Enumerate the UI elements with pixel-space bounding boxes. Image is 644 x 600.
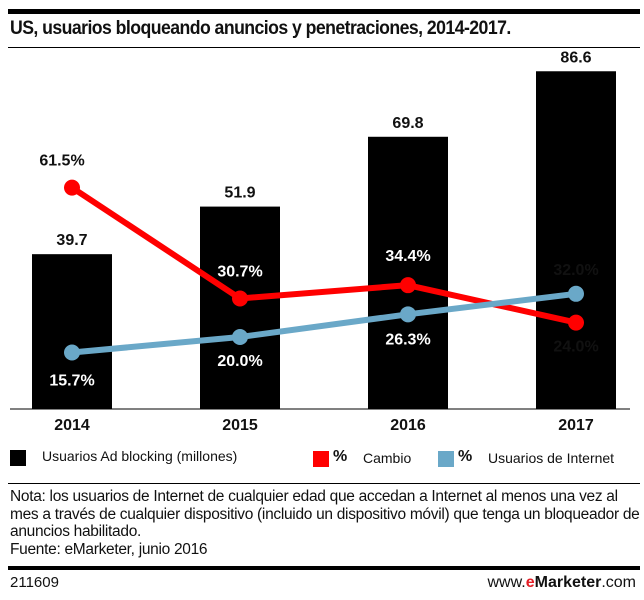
- chart-plot: 39.7 51.9 69.8 86.6 2014 2015 2016 2017 61.5% 30.…: [10, 49, 630, 434]
- bottom-rule: [8, 566, 640, 570]
- bar-label: 86.6: [560, 49, 591, 66]
- legend-label: Usuarios Ad blocking (millones): [42, 448, 238, 464]
- legend-swatch-red: [313, 451, 329, 467]
- blue-point: [232, 329, 248, 345]
- title-rule: [8, 47, 640, 48]
- red-point: [232, 290, 248, 307]
- x-tick-label: 2016: [390, 417, 426, 434]
- chart-id: 211609: [10, 574, 59, 591]
- legend-pct: %: [458, 448, 473, 465]
- bar-2017: [536, 71, 616, 409]
- note: Nota: los usuarios de Internet de cualqu…: [10, 488, 640, 558]
- blue-point: [64, 344, 80, 361]
- source-text: Fuente: eMarketer, junio 2016: [10, 540, 208, 558]
- brand-logo: www.eMarketer.com: [487, 574, 636, 591]
- bar-2016: [368, 136, 448, 409]
- bar-label: 39.7: [56, 232, 87, 249]
- red-point-label: 30.7%: [217, 263, 262, 280]
- blue-point-label: 15.7%: [49, 372, 94, 389]
- legend-label: Cambio: [363, 450, 412, 466]
- red-point: [400, 277, 416, 294]
- blue-point: [400, 306, 416, 323]
- x-tick-label: 2014: [54, 417, 90, 434]
- top-rule: [8, 9, 640, 14]
- legend-swatch-black: [10, 450, 26, 466]
- bar-2015: [200, 206, 280, 409]
- red-point-label: 24.0%: [553, 339, 598, 356]
- legend-swatch-blue: [438, 451, 454, 467]
- red-point-label: 61.5%: [39, 153, 84, 170]
- bar-label: 69.8: [392, 115, 423, 132]
- divider: [8, 483, 640, 484]
- note-text: Nota: los usuarios de Internet de cualqu…: [10, 488, 640, 540]
- bar-label: 51.9: [224, 185, 255, 202]
- blue-line: [71, 290, 577, 356]
- x-tick-label: 2015: [222, 417, 258, 434]
- legend-label: Usuarios de Internet: [488, 450, 615, 466]
- legend-pct: %: [333, 448, 348, 465]
- x-tick-label: 2017: [558, 417, 594, 434]
- blue-point-label: 20.0%: [217, 353, 262, 370]
- red-point-label: 34.4%: [385, 248, 430, 265]
- red-point: [568, 314, 584, 331]
- blue-point: [568, 285, 584, 302]
- chart-title: US, usuarios bloqueando anuncios y penet…: [10, 18, 511, 39]
- blue-point-label: 32.0%: [553, 262, 598, 279]
- bar-2014: [32, 254, 112, 409]
- blue-point-label: 26.3%: [385, 331, 430, 348]
- red-point: [64, 179, 80, 196]
